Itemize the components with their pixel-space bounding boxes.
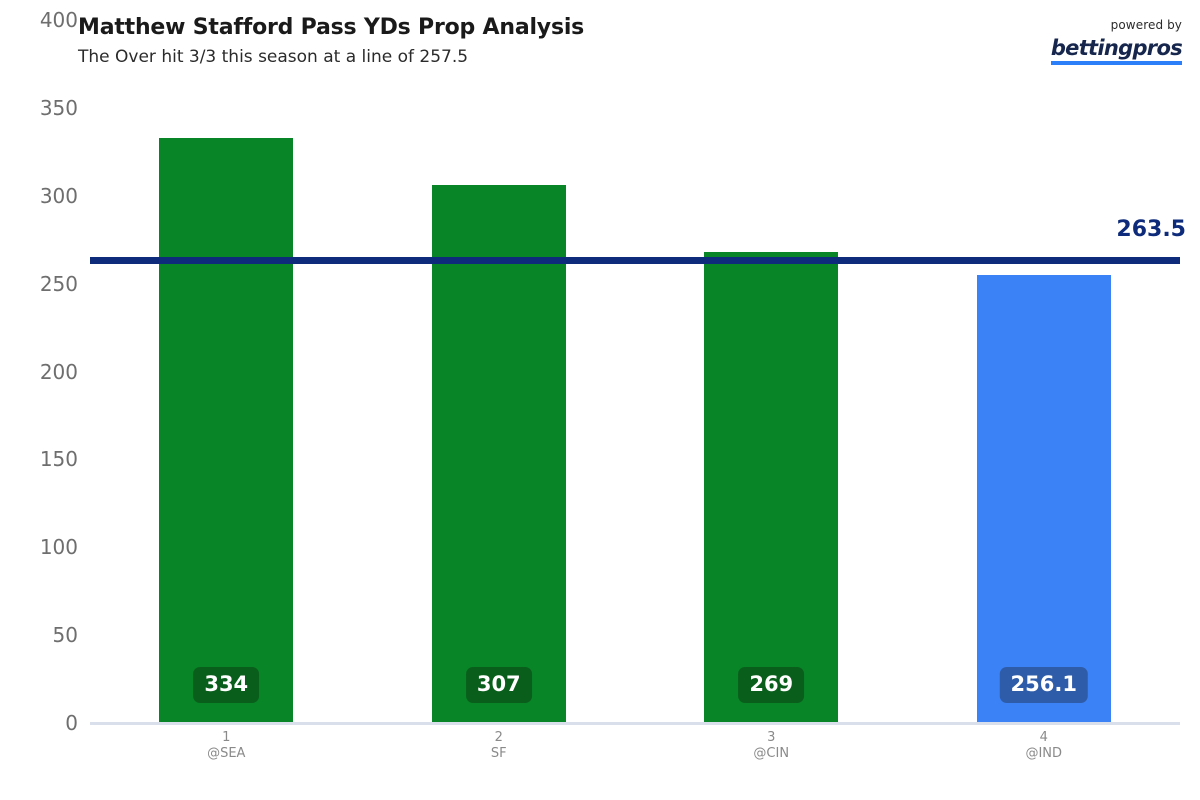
chart-subtitle: The Over hit 3/3 this season at a line o… — [78, 47, 469, 67]
bar-value-label: 256.1 — [999, 667, 1088, 703]
chart-header: Matthew Stafford Pass YDs Prop Analysis … — [78, 14, 778, 69]
bettingpros-logo: bettingpros — [1050, 36, 1183, 65]
x-tick-opponent: @CIN — [753, 746, 790, 761]
y-axis-tick-100: 100 — [39, 535, 78, 560]
x-tick-opponent: SF — [490, 746, 507, 761]
bar-3[interactable]: 269 — [704, 252, 839, 725]
x-tick-index: 4 — [1039, 730, 1048, 745]
y-axis-tick-250: 250 — [39, 271, 78, 296]
x-tick-opponent: @SEA — [207, 746, 246, 761]
x-axis-tick-1: 1 @SEA — [166, 730, 286, 762]
y-axis-tick-0: 0 — [65, 711, 78, 735]
bar-value-label: 334 — [193, 667, 260, 703]
x-axis-tick-4: 4 @IND — [984, 730, 1104, 762]
powered-by-label: powered by — [1110, 18, 1182, 32]
y-axis-tick-200: 200 — [39, 359, 78, 384]
x-axis-tick-2: 2 SF — [439, 730, 559, 762]
y-axis-tick-150: 150 — [39, 447, 78, 472]
logo-underline-bar — [1050, 61, 1182, 65]
bar-1[interactable]: 334 — [159, 138, 294, 725]
bar-4[interactable]: 256.1 — [976, 274, 1111, 725]
x-tick-index: 1 — [222, 730, 231, 745]
reference-line — [90, 256, 1180, 264]
y-axis-tick-400: 400 — [39, 8, 78, 32]
y-axis-tick-300: 300 — [39, 183, 78, 208]
brand-block: powered by bettingpros — [1022, 18, 1183, 65]
x-tick-index: 2 — [494, 730, 503, 745]
x-tick-opponent: @IND — [1025, 746, 1063, 761]
bar-value-label: 307 — [465, 667, 532, 703]
bettingpros-wordmark: bettingpros — [1050, 36, 1183, 60]
x-tick-index: 3 — [767, 730, 776, 745]
bar-2[interactable]: 307 — [431, 185, 566, 725]
bar-value-label: 269 — [738, 667, 805, 703]
x-axis-tick-3: 3 @CIN — [711, 730, 831, 762]
plot-area: 334 307 269 256.1 — [90, 20, 1180, 725]
axis-baseline — [90, 722, 1180, 725]
y-axis-tick-350: 350 — [39, 95, 78, 120]
y-axis-tick-50: 50 — [52, 623, 78, 648]
reference-line-label: 263.5 — [1116, 216, 1186, 242]
page-title: Matthew Stafford Pass YDs Prop Analysis — [78, 15, 585, 40]
